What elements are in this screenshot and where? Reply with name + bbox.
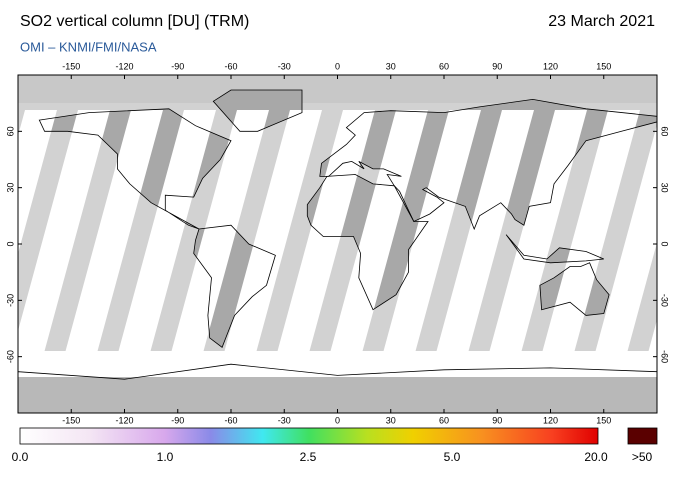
lon-tick-label: -60 [224,415,237,425]
swath [118,110,216,353]
swath [65,110,163,353]
lon-tick-label: 120 [543,415,558,425]
lon-tick-label: 60 [439,61,449,71]
lon-tick-label: 90 [492,415,502,425]
colorbar-label: 5.0 [444,450,461,464]
lon-tick-label: -30 [278,61,291,71]
colorbar-label: 2.5 [300,450,317,464]
coastline [539,262,610,316]
colorbar-label: 0.0 [12,450,29,464]
date: 23 March 2021 [548,13,655,30]
lon-tick-label: -60 [224,61,237,71]
coastline [505,234,604,264]
swath [436,110,534,353]
coastline [18,363,657,413]
lat-tick-label: -60 [660,350,670,363]
lon-tick-label: 150 [596,415,611,425]
colorbar-overflow [627,427,658,445]
swath [277,110,375,353]
swath [0,110,4,353]
lon-tick-label: 150 [596,61,611,71]
lon-tick-label: -150 [62,415,80,425]
coastline [306,174,429,311]
colorbar [19,427,599,445]
lon-tick-label: 0 [335,61,340,71]
lon-tick-label: -120 [115,415,133,425]
colorbar-label: 1.0 [157,450,174,464]
swath [648,319,657,353]
coastline [212,89,303,132]
lat-tick-label: -60 [5,350,15,363]
lon-tick-label: -150 [62,61,80,71]
lon-tick-label: 90 [492,61,502,71]
lat-tick-label: 0 [5,241,15,246]
lat-tick-label: -30 [5,294,15,307]
lon-tick-label: -90 [171,415,184,425]
lon-tick-label: 0 [335,415,340,425]
coastline [38,108,232,230]
colorbar-label: 20.0 [584,450,608,464]
swath [224,110,322,353]
lon-tick-label: 30 [386,61,396,71]
swath [171,110,269,353]
lat-tick-label: 60 [660,126,670,136]
lon-tick-label: 120 [543,61,558,71]
colorbar-label: >50 [632,450,653,464]
subtitle: OMI – KNMI/FMI/NASA [20,39,157,54]
lat-tick-label: 30 [660,183,670,193]
swath [18,110,57,254]
swath [383,110,481,353]
swath [489,110,587,353]
title: SO2 vertical column [DU] (TRM) [20,13,249,30]
coastline [193,224,276,348]
lon-tick-label: 60 [439,415,449,425]
swath [18,110,110,353]
lat-tick-label: 0 [660,241,670,246]
lat-tick-label: -30 [660,294,670,307]
swath [542,110,640,353]
map-area [0,75,657,413]
lon-tick-label: -90 [171,61,184,71]
lat-tick-label: 60 [5,126,15,136]
lon-tick-label: 30 [386,415,396,425]
swath [18,351,657,379]
swath [595,124,657,353]
lon-tick-label: -30 [278,415,291,425]
lon-tick-label: -120 [115,61,133,71]
lat-tick-label: 30 [5,183,15,193]
coastline [319,98,657,231]
polar-band [18,75,657,103]
swath [330,110,428,353]
polar-band [18,377,657,413]
